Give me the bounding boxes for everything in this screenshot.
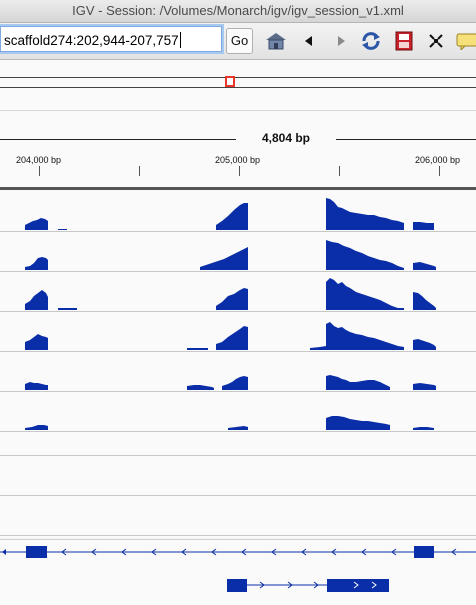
coverage-peak — [216, 326, 248, 350]
strand-arrows — [61, 548, 457, 556]
feature-panel[interactable] — [0, 539, 476, 605]
coverage-peak — [413, 292, 436, 310]
gene-features — [0, 546, 476, 592]
coverage-peak — [25, 218, 48, 230]
gene-exon — [414, 546, 434, 558]
coverage-peak — [187, 348, 208, 350]
coverage-peak — [25, 382, 48, 390]
window-title: IGV - Session: /Volumes/Monarch/igv/igv_… — [72, 3, 404, 18]
track-baseline — [0, 311, 476, 312]
track-baseline — [0, 391, 476, 392]
coverage-peak — [200, 247, 248, 270]
coverage-peak — [326, 240, 404, 270]
gene-exon — [227, 579, 247, 592]
coverage-peak — [228, 426, 248, 430]
tick-mark — [239, 166, 240, 176]
coverage-peak — [222, 376, 248, 390]
strand-arrows — [259, 581, 319, 589]
ideogram-outline-bottom — [0, 87, 476, 88]
gene-exon — [26, 546, 47, 558]
coverage-peak — [413, 262, 436, 270]
coverage-peak — [413, 427, 434, 430]
ideogram-outline-top — [0, 77, 476, 78]
tick-label-205000: 205,000 bp — [215, 155, 261, 165]
coverage-peak — [25, 257, 48, 270]
chromosome-ideogram[interactable] — [0, 60, 476, 111]
track-baseline — [0, 431, 476, 432]
window-titlebar: IGV - Session: /Volumes/Monarch/igv/igv_… — [0, 0, 476, 23]
coverage-peak — [216, 288, 248, 310]
coverage-peak — [58, 308, 77, 310]
panel-divider[interactable] — [0, 187, 476, 190]
coverage-peak — [216, 203, 248, 230]
text-caret — [179, 32, 181, 48]
back-icon[interactable] — [298, 30, 320, 52]
coverage-peak — [326, 198, 404, 230]
tick-mark — [39, 166, 40, 176]
track-baseline — [0, 535, 476, 536]
coverage-peak — [310, 322, 404, 350]
span-label: 4,804 bp — [236, 131, 336, 145]
refresh-icon[interactable] — [360, 30, 382, 52]
forward-icon[interactable] — [330, 30, 352, 52]
locus-search-input[interactable]: scaffold274:202,944-207,757 — [0, 26, 222, 52]
ruler-panel[interactable] — [0, 111, 476, 187]
tick-mark — [139, 166, 140, 176]
track-baseline — [0, 455, 476, 456]
coverage-peak — [413, 339, 436, 350]
coverage-peak — [326, 416, 390, 430]
coverage-tracks — [25, 198, 436, 430]
tick-mark — [339, 166, 340, 176]
track-baseline — [0, 271, 476, 272]
current-locus-marker — [225, 76, 235, 87]
track-baseline — [0, 495, 476, 496]
tick-mark — [439, 166, 440, 176]
coverage-peak — [187, 385, 214, 390]
coverage-peak — [326, 278, 404, 310]
go-button[interactable]: Go — [226, 28, 253, 54]
coverage-peak — [25, 334, 48, 350]
span-line-left — [0, 139, 236, 140]
coverage-peak — [58, 229, 67, 230]
fit-window-icon[interactable] — [425, 30, 447, 52]
track-baseline — [0, 351, 476, 352]
locus-text: scaffold274:202,944-207,757 — [4, 33, 179, 48]
strand-arrows — [353, 581, 377, 589]
popup-info-icon[interactable] — [456, 30, 476, 52]
strand-arrow — [2, 549, 6, 555]
track-baseline — [0, 231, 476, 232]
coverage-peak — [326, 375, 390, 390]
toolbar: scaffold274:202,944-207,757 Go — [0, 23, 476, 60]
coverage-peak — [413, 222, 434, 230]
coverage-peak — [25, 425, 48, 430]
home-icon[interactable] — [265, 30, 287, 52]
coverage-peak — [25, 290, 48, 310]
tick-label-204000: 204,000 bp — [16, 155, 62, 165]
tick-label-206000: 206,000 bp — [415, 155, 461, 165]
coverage-peak — [413, 383, 436, 390]
span-line-right — [336, 139, 476, 140]
region-icon[interactable] — [393, 30, 415, 52]
data-panel[interactable] — [0, 190, 476, 538]
